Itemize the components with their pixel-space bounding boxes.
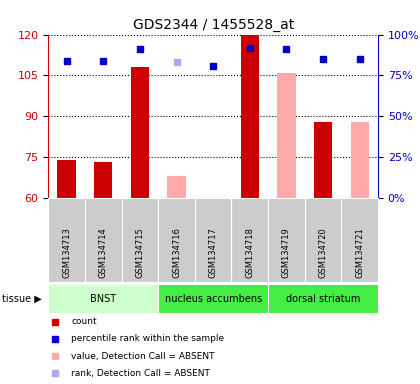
FancyBboxPatch shape <box>268 198 305 282</box>
FancyBboxPatch shape <box>48 198 85 282</box>
FancyBboxPatch shape <box>231 198 268 282</box>
Title: GDS2344 / 1455528_at: GDS2344 / 1455528_at <box>133 18 294 32</box>
Text: nucleus accumbens: nucleus accumbens <box>165 293 262 304</box>
FancyBboxPatch shape <box>158 284 268 313</box>
FancyBboxPatch shape <box>341 198 378 282</box>
Bar <box>241 35 259 198</box>
FancyBboxPatch shape <box>158 198 195 282</box>
Bar <box>167 176 186 198</box>
Text: GSM134721: GSM134721 <box>355 227 364 278</box>
FancyBboxPatch shape <box>85 198 121 282</box>
Bar <box>314 122 332 198</box>
Text: GSM134718: GSM134718 <box>245 227 254 278</box>
Bar <box>351 122 369 198</box>
FancyBboxPatch shape <box>48 284 158 313</box>
Text: BNST: BNST <box>90 293 116 304</box>
Text: value, Detection Call = ABSENT: value, Detection Call = ABSENT <box>71 352 215 361</box>
Bar <box>277 73 296 198</box>
Text: GSM134714: GSM134714 <box>99 227 108 278</box>
Bar <box>58 160 76 198</box>
FancyBboxPatch shape <box>195 198 231 282</box>
Text: GSM134719: GSM134719 <box>282 227 291 278</box>
Text: rank, Detection Call = ABSENT: rank, Detection Call = ABSENT <box>71 369 210 378</box>
Bar <box>94 162 113 198</box>
Text: GSM134720: GSM134720 <box>318 227 328 278</box>
Text: GSM134716: GSM134716 <box>172 227 181 278</box>
Text: tissue ▶: tissue ▶ <box>2 293 42 304</box>
Text: dorsal striatum: dorsal striatum <box>286 293 360 304</box>
Bar <box>131 67 149 198</box>
Text: GSM134713: GSM134713 <box>62 227 71 278</box>
Text: count: count <box>71 317 97 326</box>
FancyBboxPatch shape <box>305 198 341 282</box>
Text: GSM134717: GSM134717 <box>209 227 218 278</box>
FancyBboxPatch shape <box>121 198 158 282</box>
Text: GSM134715: GSM134715 <box>135 227 144 278</box>
FancyBboxPatch shape <box>268 284 378 313</box>
Text: percentile rank within the sample: percentile rank within the sample <box>71 334 225 343</box>
